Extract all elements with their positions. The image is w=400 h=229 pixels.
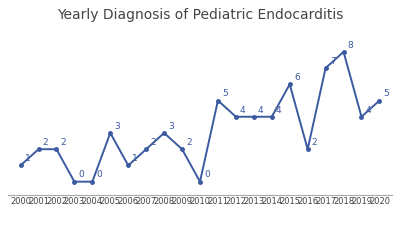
Text: 0: 0 xyxy=(78,171,84,180)
Text: 8: 8 xyxy=(348,41,354,50)
Text: 0: 0 xyxy=(204,171,210,180)
Text: 2: 2 xyxy=(61,138,66,147)
Text: 2: 2 xyxy=(186,138,192,147)
Text: 3: 3 xyxy=(114,122,120,131)
Text: 6: 6 xyxy=(294,73,300,82)
Text: 1: 1 xyxy=(132,154,138,163)
Text: 5: 5 xyxy=(222,89,228,98)
Text: 4: 4 xyxy=(366,106,371,114)
Text: 2: 2 xyxy=(150,138,156,147)
Text: 5: 5 xyxy=(384,89,389,98)
Text: 2: 2 xyxy=(43,138,48,147)
Text: 4: 4 xyxy=(276,106,282,114)
Text: 7: 7 xyxy=(330,57,336,66)
Text: 1: 1 xyxy=(25,154,30,163)
Text: 0: 0 xyxy=(96,171,102,180)
Text: 3: 3 xyxy=(168,122,174,131)
Title: Yearly Diagnosis of Pediatric Endocarditis: Yearly Diagnosis of Pediatric Endocardit… xyxy=(57,8,343,22)
Text: 2: 2 xyxy=(312,138,318,147)
Text: 4: 4 xyxy=(240,106,246,114)
Text: 4: 4 xyxy=(258,106,264,114)
